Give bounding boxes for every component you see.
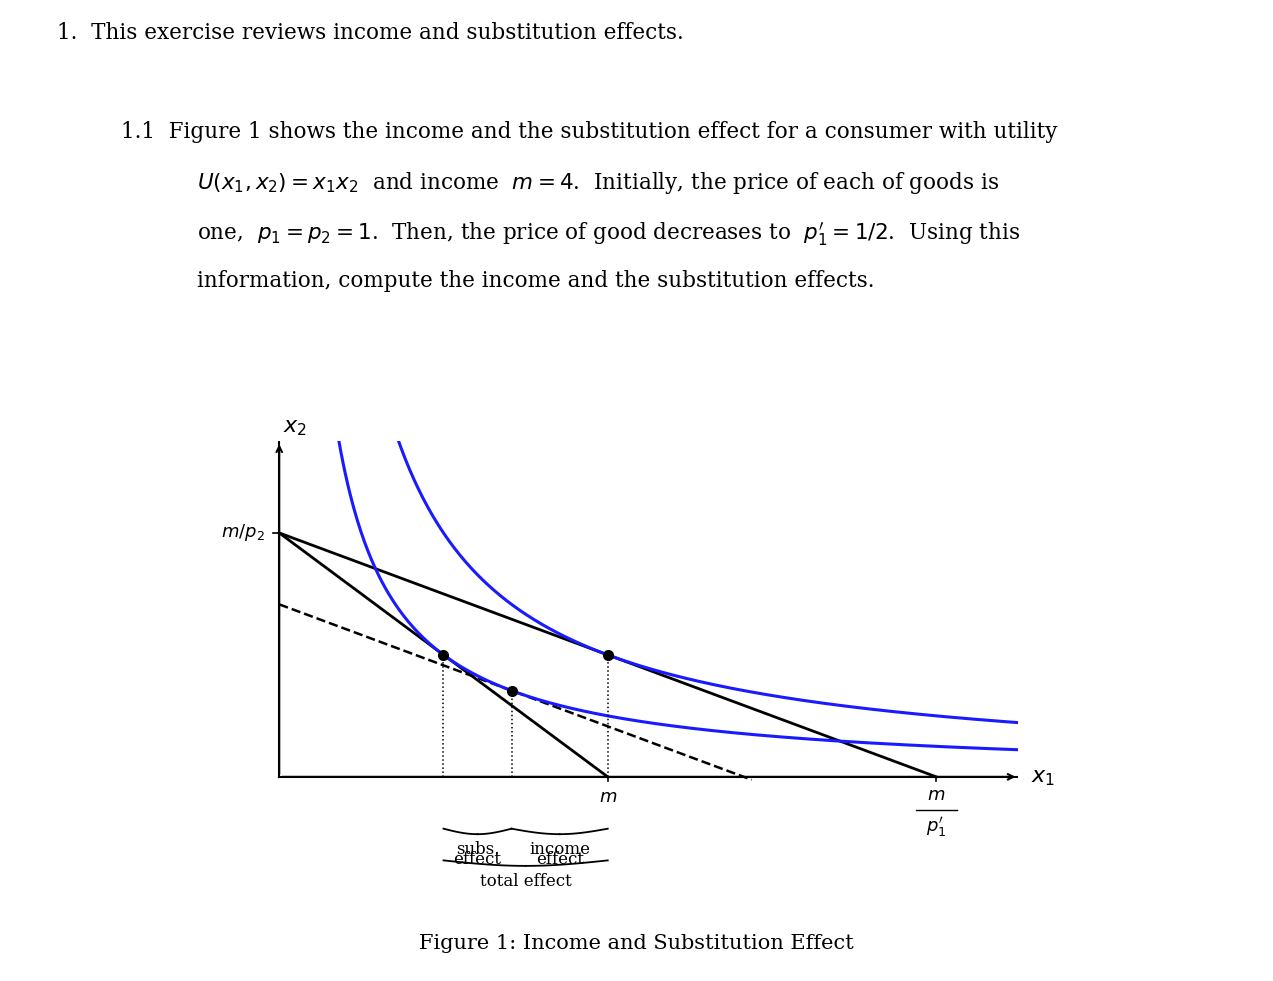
Text: $x_2$: $x_2$	[284, 416, 307, 439]
Text: 1.1  Figure 1 shows the income and the substitution effect for a consumer with u: 1.1 Figure 1 shows the income and the su…	[121, 121, 1058, 143]
Text: Figure 1: Income and Substitution Effect: Figure 1: Income and Substitution Effect	[419, 934, 854, 954]
Text: information, compute the income and the substitution effects.: information, compute the income and the …	[197, 270, 875, 291]
Text: $m/p_2$: $m/p_2$	[220, 523, 265, 543]
Text: subs.: subs.	[456, 841, 499, 857]
Text: $x_1$: $x_1$	[1031, 766, 1055, 788]
Text: total effect: total effect	[480, 872, 572, 890]
Text: $m$: $m$	[598, 788, 617, 805]
Text: $p_1'$: $p_1'$	[925, 814, 946, 839]
Text: income: income	[530, 841, 591, 857]
Text: effect: effect	[536, 852, 583, 868]
Text: one,  $p_1 = p_2 = 1$.  Then, the price of good decreases to  $p_1' = 1/2$.  Usi: one, $p_1 = p_2 = 1$. Then, the price of…	[197, 220, 1021, 247]
Text: $m$: $m$	[927, 786, 946, 804]
Text: 1.  This exercise reviews income and substitution effects.: 1. This exercise reviews income and subs…	[57, 22, 684, 43]
Text: effect: effect	[453, 852, 502, 868]
Text: $U(x_1, x_2) = x_1 x_2$  and income  $m = 4$.  Initially, the price of each of g: $U(x_1, x_2) = x_1 x_2$ and income $m = …	[197, 171, 999, 196]
